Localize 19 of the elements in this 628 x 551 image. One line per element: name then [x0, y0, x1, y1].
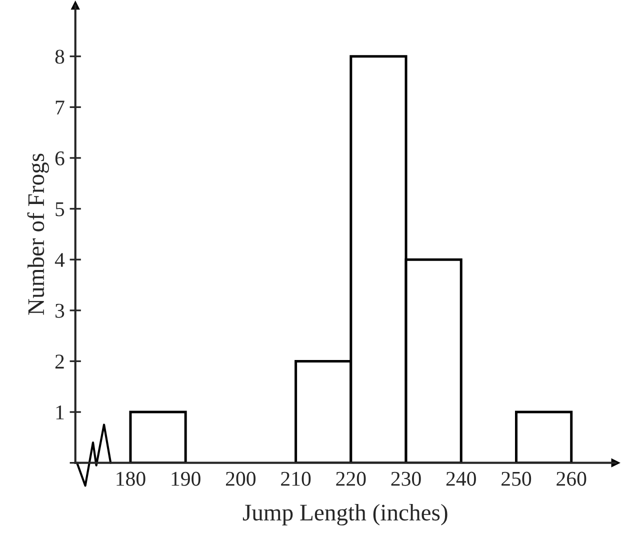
y-tick-label: 2 [55, 354, 64, 368]
x-tick-label: 230 [391, 472, 421, 486]
y-tick-label: 7 [56, 100, 64, 114]
y-tick-label: 4 [54, 253, 65, 267]
x-tick-label: 250 [502, 472, 532, 486]
x-tick-label: 220 [336, 472, 366, 486]
y-tick-label: 1 [56, 406, 64, 420]
x-tick-label: 210 [281, 472, 311, 486]
x-tick-label: 190 [172, 472, 200, 486]
x-tick-label: 200 [226, 472, 256, 486]
y-tick-label: 5 [56, 202, 64, 216]
y-axis-title: Number of Frogs [27, 154, 49, 315]
x-axis-title: Jump Length (inches) [242, 504, 448, 526]
x-tick-label: 180 [116, 472, 146, 486]
x-tick-label: 240 [446, 472, 476, 486]
x-tick-label: 260 [556, 472, 586, 486]
y-tick-label: 3 [56, 304, 64, 318]
y-tick-label: 8 [55, 50, 64, 64]
y-tick-label: 6 [55, 151, 64, 166]
